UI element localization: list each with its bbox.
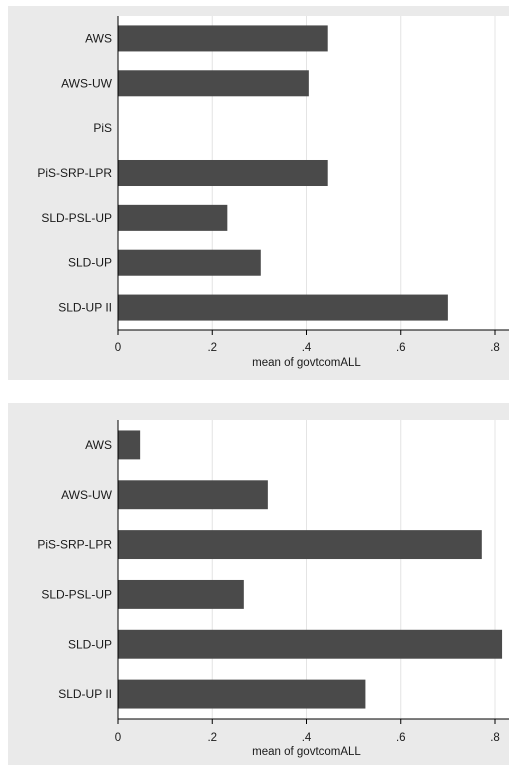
category-label: SLD-PSL-UP: [41, 587, 112, 601]
x-tick-label: .6: [396, 342, 406, 354]
category-label: AWS: [85, 438, 112, 452]
bar-chart-2: AWS AWS-UW PiS-SRP-LPR SLD-PSL-UP SLD-UP SLD-…: [37, 420, 509, 758]
bar: [118, 480, 268, 510]
category-label: PiS-SRP-LPR: [37, 538, 112, 552]
x-axis-title: mean of govtcomALL: [252, 357, 361, 369]
x-tick-label: .6: [396, 732, 406, 744]
bar: [118, 294, 448, 321]
chart-panel-2: AWS AWS-UW PiS-SRP-LPR SLD-PSL-UP SLD-UP SLD-…: [8, 403, 509, 765]
x-tick-label: .8: [490, 342, 500, 354]
category-label: SLD-UP II: [58, 687, 112, 701]
category-label: PiS-SRP-LPR: [37, 166, 112, 180]
bar: [118, 25, 328, 52]
bar: [118, 159, 328, 187]
x-tick-label: .2: [207, 732, 217, 744]
category-label: SLD-UP: [68, 637, 112, 651]
bar: [118, 204, 228, 231]
bar: [118, 679, 366, 709]
x-tick-label: .4: [302, 732, 312, 744]
bar: [118, 530, 482, 560]
category-label: AWS-UW: [61, 76, 113, 90]
bar: [118, 629, 503, 659]
x-tick-label: 0: [115, 342, 121, 354]
plot-area: [118, 420, 509, 719]
x-tick-label: .2: [207, 342, 217, 354]
category-label: AWS: [85, 31, 112, 45]
bar: [118, 249, 261, 276]
category-label: SLD-PSL-UP: [41, 211, 112, 225]
bar: [118, 579, 244, 609]
category-label: SLD-UP II: [58, 301, 112, 315]
bar-chart-1: AWS AWS-UW PiS PiS-SRP-LPR SLD-PSL-UP SLD-UP S…: [37, 16, 509, 369]
x-axis-title: mean of govtcomALL: [252, 746, 361, 758]
x-tick-label: .4: [302, 342, 312, 354]
bar: [118, 430, 141, 460]
bar: [118, 70, 309, 97]
category-label: SLD-UP: [68, 256, 112, 270]
x-tick-label: 0: [115, 732, 121, 744]
x-tick-label: .8: [490, 732, 500, 744]
category-label: AWS-UW: [61, 488, 113, 502]
chart-panel-1: AWS AWS-UW PiS PiS-SRP-LPR SLD-PSL-UP SLD-UP S…: [8, 6, 509, 380]
category-label: PiS: [93, 121, 112, 135]
